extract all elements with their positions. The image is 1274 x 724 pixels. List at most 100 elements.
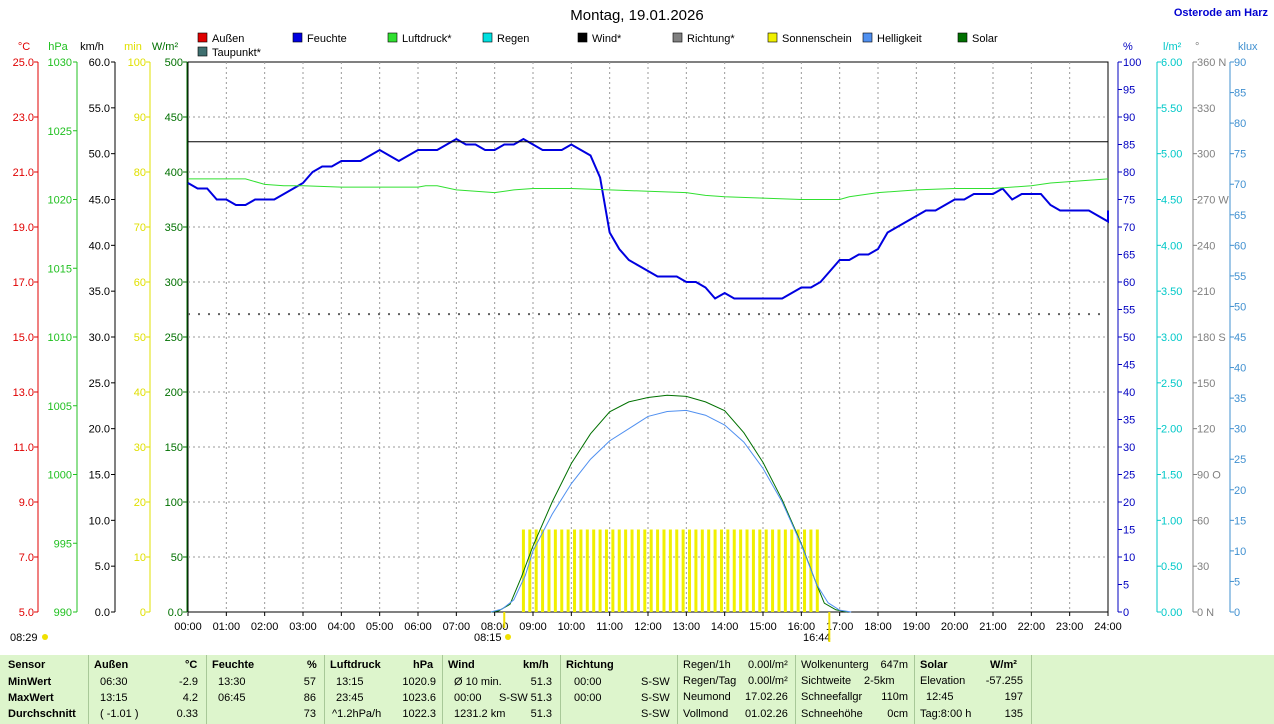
wind-max-direction: S-SW — [499, 692, 528, 704]
direction-axis-tick-label: 0 N — [1197, 607, 1214, 619]
temp-axis-unit: °C — [18, 41, 30, 53]
x-tick-label: 05:00 — [366, 621, 394, 633]
current-time-label: 08:29 — [10, 632, 38, 644]
solar-axis-unit: W/m² — [152, 41, 179, 53]
sunshine-bar — [771, 529, 775, 612]
lux-axis-tick-label: 50 — [1234, 301, 1246, 313]
sunmin-axis-tick-label: 10 — [134, 552, 146, 564]
rain-axis-tick-label: 3.00 — [1161, 332, 1182, 344]
wind-axis-tick-label: 15.0 — [89, 470, 110, 482]
solar-elevation-value: -57.255 — [985, 675, 1023, 687]
temp-axis-tick-label: 21.0 — [13, 167, 34, 179]
legend-swatch — [957, 32, 968, 43]
solar-axis-tick-label: 200 — [165, 387, 183, 399]
feuchte-avg-value: 73 — [303, 708, 316, 720]
statistics-table: Sensor MinWert MaxWert Durchschnitt Auße… — [0, 655, 1274, 724]
direction-axis-tick-label: 120 — [1197, 424, 1215, 436]
x-tick-label: 20:00 — [941, 621, 969, 633]
legend-label: Richtung* — [687, 33, 735, 45]
rain-axis-tick-label: 1.00 — [1161, 515, 1182, 527]
x-tick-label: 11:00 — [596, 621, 623, 633]
legend-label: Feuchte — [307, 33, 347, 45]
lux-axis-tick-label: 0 — [1234, 607, 1240, 619]
pressure-axis-unit: hPa — [48, 41, 68, 53]
lux-axis-tick-label: 65 — [1234, 210, 1246, 222]
lux-axis-tick-label: 40 — [1234, 363, 1246, 375]
rain-axis-tick-label: 4.50 — [1161, 195, 1182, 207]
sunshine-bar — [688, 529, 692, 612]
humidity-axis-tick-label: 85 — [1123, 140, 1135, 152]
solar-day-label: Tag:8:00 h — [920, 708, 972, 720]
richtung-avg-value: S-SW — [641, 708, 670, 720]
sunshine-bar — [528, 529, 532, 612]
sunshine-bar — [547, 529, 551, 612]
richtung-min-time: 00:00 — [574, 676, 602, 688]
schneefallgrenze-value: 110m — [881, 691, 908, 703]
sunshine-bar — [675, 529, 679, 612]
x-tick-label: 21:00 — [979, 621, 1007, 633]
legend-swatch — [482, 32, 493, 43]
wind-unit: km/h — [523, 659, 549, 671]
pressure-line — [188, 178, 1109, 200]
humidity-axis-tick-label: 5 — [1123, 580, 1129, 592]
sunshine-bar — [592, 529, 596, 612]
direction-axis-unit: ° — [1195, 41, 1199, 53]
humidity-axis-tick-label: 45 — [1123, 360, 1135, 372]
sunshine-bar — [624, 529, 628, 612]
pressure-axis-tick-label: 1000 — [48, 470, 72, 482]
legend-label: Wind* — [592, 33, 622, 45]
wind-axis-tick-label: 40.0 — [89, 240, 110, 252]
temp-axis-tick-label: 7.0 — [19, 552, 34, 564]
sunmin-axis-tick-label: 90 — [134, 112, 146, 124]
wind-avg10-value: 51.3 — [530, 676, 552, 688]
lux-axis-tick-label: 15 — [1234, 515, 1246, 527]
legend-swatch — [672, 32, 683, 43]
pressure-axis-tick-label: 990 — [54, 607, 72, 619]
wolkenuntergrenze-value: 647m — [880, 659, 908, 671]
luftdruck-unit: hPa — [413, 659, 434, 671]
sunmin-axis-unit: min — [124, 41, 142, 53]
sunshine-bar — [745, 529, 749, 612]
wind-axis-tick-label: 35.0 — [89, 286, 110, 298]
solar-max-value: 197 — [1004, 691, 1023, 703]
luftdruck-max-time: 23:45 — [336, 692, 364, 704]
humidity-axis-tick-label: 100 — [1123, 57, 1141, 69]
sunshine-bar — [611, 529, 615, 612]
temp-axis-tick-label: 5.0 — [19, 607, 34, 619]
aussen-header: Außen — [94, 659, 129, 671]
sunshine-bar — [579, 529, 583, 612]
sunshine-bar — [566, 529, 570, 612]
sunshine-bar — [815, 529, 819, 612]
sunshine-bar — [617, 529, 621, 612]
wind-axis-tick-label: 30.0 — [89, 332, 110, 344]
direction-axis-tick-label: 150 — [1197, 378, 1215, 390]
direction-axis-tick-label: 300 — [1197, 149, 1215, 161]
sunshine-bar — [726, 529, 730, 612]
row-label-max: MaxWert — [8, 692, 54, 704]
pressure-axis-tick-label: 1010 — [48, 332, 72, 344]
legend-swatch — [862, 32, 873, 43]
pressure-axis-tick-label: 1025 — [48, 126, 72, 138]
legend-swatch — [387, 32, 398, 43]
solar-axis-tick-label: 150 — [165, 442, 183, 454]
solar-axis-tick-label: 0.0 — [168, 607, 183, 619]
sunshine-bar — [796, 529, 800, 612]
feuchte-min-value: 57 — [303, 676, 316, 688]
richtung-max-value: S-SW — [641, 692, 670, 704]
solar-axis-tick-label: 400 — [165, 167, 183, 179]
humidity-axis-tick-label: 0 — [1123, 607, 1129, 619]
lux-axis-tick-label: 30 — [1234, 424, 1246, 436]
humidity-line — [187, 137, 1109, 300]
x-tick-label: 02:00 — [251, 621, 279, 633]
wind-axis-tick-label: 45.0 — [89, 195, 110, 207]
aussen-avg-note: ( -1.01 ) — [100, 708, 139, 720]
sunshine-bar — [783, 529, 787, 612]
sunshine-bar — [777, 529, 781, 612]
wind-axis-unit: km/h — [80, 41, 104, 53]
humidity-axis-tick-label: 80 — [1123, 167, 1135, 179]
legend-label: Solar — [972, 33, 998, 45]
luftdruck-header: Luftdruck — [330, 659, 381, 671]
aussen-unit: °C — [185, 659, 198, 671]
direction-axis-tick-label: 90 O — [1197, 470, 1221, 482]
x-tick-label: 17:00 — [826, 621, 854, 633]
